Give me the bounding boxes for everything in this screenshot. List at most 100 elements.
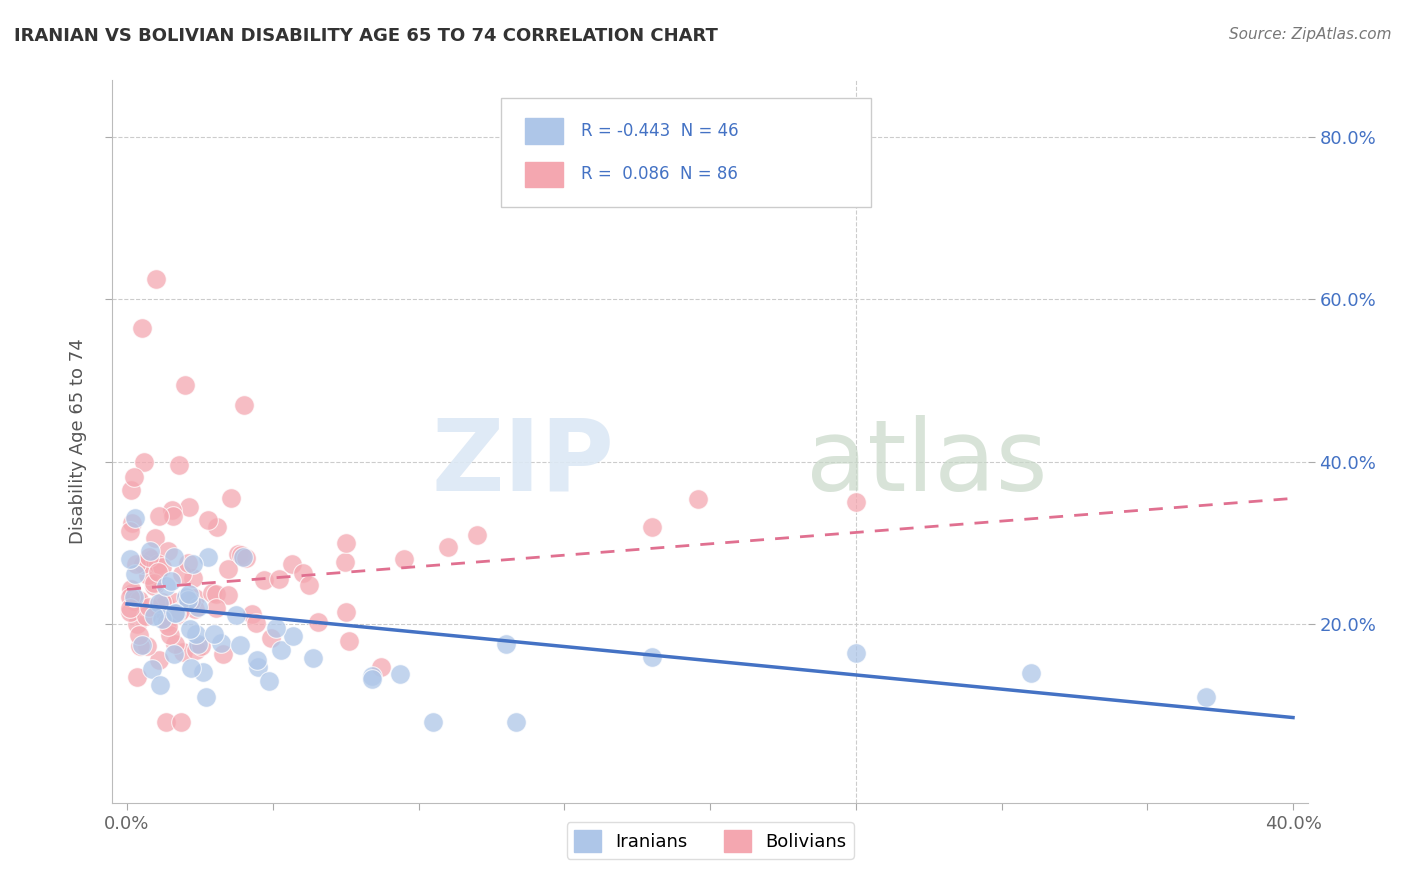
FancyBboxPatch shape bbox=[501, 98, 872, 207]
Point bbox=[179, 622, 201, 636]
Point bbox=[845, 646, 868, 660]
Point bbox=[163, 647, 186, 661]
Point bbox=[180, 594, 202, 608]
Point bbox=[201, 585, 224, 599]
Point bbox=[187, 637, 209, 651]
Point bbox=[167, 607, 190, 621]
Point bbox=[247, 660, 270, 674]
Point bbox=[160, 574, 183, 588]
Point bbox=[129, 639, 152, 653]
Point bbox=[118, 552, 141, 566]
Point bbox=[361, 669, 384, 683]
Point bbox=[128, 593, 150, 607]
Point bbox=[257, 674, 280, 689]
Point bbox=[163, 606, 186, 620]
Point bbox=[127, 617, 149, 632]
Point bbox=[217, 562, 239, 576]
Bar bbox=[524, 119, 562, 144]
Point bbox=[307, 615, 329, 629]
Point bbox=[183, 591, 205, 605]
Point bbox=[174, 590, 197, 604]
Point bbox=[845, 495, 868, 509]
Point bbox=[177, 593, 200, 607]
Point bbox=[641, 520, 664, 534]
Point bbox=[177, 587, 200, 601]
Point bbox=[688, 492, 710, 507]
Point bbox=[266, 621, 288, 635]
Point bbox=[335, 536, 357, 550]
Point bbox=[118, 590, 141, 604]
Point bbox=[183, 602, 205, 616]
Point bbox=[209, 636, 232, 650]
Point bbox=[212, 647, 235, 661]
Point bbox=[148, 601, 170, 615]
Point bbox=[159, 628, 181, 642]
Point bbox=[134, 455, 156, 469]
Point bbox=[229, 548, 252, 562]
Point bbox=[118, 601, 141, 615]
Point bbox=[156, 619, 179, 633]
Point bbox=[150, 595, 173, 609]
Point bbox=[1019, 665, 1042, 680]
Point bbox=[370, 660, 392, 674]
Point bbox=[197, 513, 219, 527]
Point bbox=[335, 605, 357, 619]
Point bbox=[422, 714, 444, 729]
Point bbox=[120, 582, 142, 596]
Point bbox=[169, 604, 191, 618]
Point bbox=[165, 607, 187, 621]
Point bbox=[1194, 690, 1216, 705]
Point bbox=[172, 645, 194, 659]
Point bbox=[163, 636, 186, 650]
Point bbox=[156, 543, 179, 558]
Point bbox=[174, 377, 197, 392]
Point bbox=[205, 520, 228, 534]
Point bbox=[146, 557, 169, 571]
Point bbox=[298, 577, 321, 591]
Point bbox=[124, 470, 146, 484]
Point bbox=[136, 568, 159, 582]
Point bbox=[121, 516, 143, 530]
Point bbox=[232, 549, 254, 564]
Point bbox=[253, 573, 276, 587]
Point bbox=[155, 578, 177, 592]
Point bbox=[148, 653, 170, 667]
Text: Source: ZipAtlas.com: Source: ZipAtlas.com bbox=[1229, 27, 1392, 42]
Point bbox=[125, 557, 148, 571]
Point bbox=[225, 608, 247, 623]
Point bbox=[240, 607, 263, 622]
Point bbox=[156, 615, 179, 629]
Text: R =  0.086  N = 86: R = 0.086 N = 86 bbox=[581, 165, 738, 183]
Point bbox=[143, 531, 166, 545]
Point bbox=[141, 552, 163, 566]
Point bbox=[141, 662, 163, 676]
Point bbox=[202, 627, 225, 641]
Point bbox=[335, 555, 357, 569]
Point bbox=[291, 566, 314, 581]
Point bbox=[127, 594, 149, 608]
Point bbox=[246, 653, 269, 667]
Point bbox=[505, 714, 527, 729]
Point bbox=[139, 544, 162, 558]
Point bbox=[301, 651, 323, 665]
Point bbox=[131, 321, 153, 335]
Point bbox=[138, 550, 160, 565]
Point bbox=[143, 576, 166, 591]
Point bbox=[138, 600, 160, 615]
Point bbox=[124, 510, 146, 524]
Point bbox=[128, 628, 150, 642]
Point bbox=[197, 550, 219, 565]
Point bbox=[226, 547, 249, 561]
Point bbox=[270, 642, 292, 657]
Point bbox=[281, 557, 304, 571]
Point bbox=[181, 571, 204, 585]
Point bbox=[641, 649, 664, 664]
Point bbox=[283, 629, 305, 643]
Point bbox=[135, 608, 157, 623]
Point bbox=[191, 665, 214, 679]
Point bbox=[232, 398, 254, 412]
Point bbox=[219, 491, 242, 506]
Point bbox=[132, 558, 155, 572]
Point bbox=[179, 500, 201, 514]
Text: atlas: atlas bbox=[806, 415, 1047, 512]
